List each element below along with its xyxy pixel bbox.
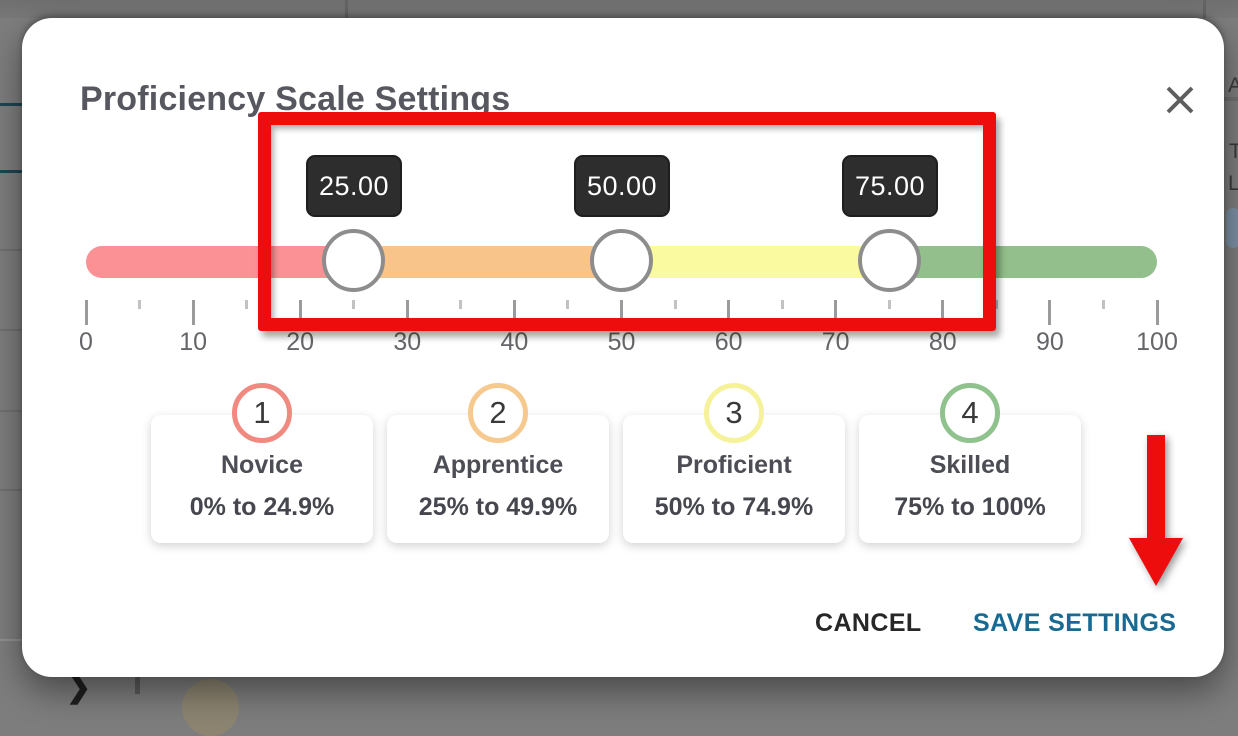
level-range: 50% to 74.9%: [654, 493, 814, 521]
background-row-line: [0, 410, 22, 412]
track-segment-novice: [86, 246, 354, 278]
save-settings-button[interactable]: SAVE SETTINGS: [973, 609, 1177, 637]
background-row-line: [0, 103, 22, 106]
ruler-tick: [138, 300, 142, 309]
background-pill: [1226, 208, 1238, 248]
slider-value-bubble: 50.00: [574, 155, 670, 217]
annotation-highlight-rectangle: [258, 112, 996, 331]
ruler-tick: [673, 300, 677, 309]
slider-value-bubble: 25.00: [306, 155, 402, 217]
close-icon: [1166, 86, 1194, 114]
level-name: Skilled: [929, 451, 1011, 479]
ruler-tick-label: 100: [1136, 328, 1178, 356]
slider-value-bubble: 75.00: [842, 155, 938, 217]
slider-track[interactable]: [86, 246, 1157, 278]
track-segment-apprentice: [353, 246, 622, 278]
ruler-tick: [1048, 300, 1052, 325]
ruler-tick: [84, 300, 88, 325]
background-row-line: [0, 329, 22, 331]
level-badge: 1: [232, 383, 292, 443]
annotation-arrow-down-icon: [1128, 435, 1184, 586]
background-row-line: [0, 489, 22, 491]
ruler-tick-label: 40: [500, 328, 529, 356]
ruler-tick: [834, 300, 838, 325]
level-card-apprentice: 2 Apprentice 25% to 49.9%: [387, 383, 609, 543]
ruler-tick: [405, 300, 409, 325]
arrow-shaft: [1147, 435, 1165, 539]
ruler-tick: [459, 300, 463, 309]
ruler-tick: [352, 300, 356, 309]
slider-handle-75[interactable]: [858, 229, 921, 292]
arrow-head: [1129, 538, 1183, 586]
background-column-divider: [1203, 0, 1206, 18]
proficiency-scale-dialog: Proficiency Scale Settings: [22, 18, 1224, 677]
ruler-tick: [780, 300, 784, 309]
level-name: Apprentice: [432, 451, 564, 479]
ruler-tick-label: 50: [607, 328, 636, 356]
ruler-tick: [727, 300, 731, 325]
track-segment-proficient: [621, 246, 890, 278]
ruler-tick: [994, 300, 998, 309]
level-badge: 2: [468, 383, 528, 443]
level-name: Novice: [221, 451, 303, 479]
ruler-tick-label: 10: [179, 328, 207, 356]
ruler-tick-label: 80: [928, 328, 957, 356]
track-segment-skilled: [889, 246, 1157, 278]
background-row-line: [0, 170, 22, 173]
ruler-tick-label: 70: [821, 328, 850, 356]
ruler-tick-label: 20: [286, 328, 315, 356]
cancel-button[interactable]: CANCEL: [815, 609, 922, 637]
background-avatar: [182, 679, 239, 736]
close-button[interactable]: [1158, 78, 1202, 122]
background-column-divider: [135, 677, 140, 694]
slider-handle-50[interactable]: [590, 229, 653, 292]
ruler-tick: [512, 300, 516, 325]
ruler-tick-label: 30: [393, 328, 422, 356]
level-range: 75% to 100%: [894, 493, 1046, 521]
background-edge-text: T: [1229, 140, 1238, 163]
dialog-title: Proficiency Scale Settings: [80, 80, 511, 118]
slider-handle-25[interactable]: [322, 229, 385, 292]
ruler-tick-label: 60: [714, 328, 743, 356]
ruler-tick-label: 0: [79, 328, 93, 356]
ruler-tick: [1101, 300, 1105, 309]
background-edge-text: A: [1228, 74, 1238, 97]
level-badge: 4: [940, 383, 1000, 443]
background-column-divider: [345, 0, 348, 18]
ruler-tick: [941, 300, 945, 325]
ruler-tick: [620, 300, 623, 325]
level-card-proficient: 3 Proficient 50% to 74.9%: [623, 383, 845, 543]
ruler-tick: [887, 300, 891, 309]
level-range: 25% to 49.9%: [418, 493, 578, 521]
level-badge: 3: [704, 383, 764, 443]
background-row-line: [0, 249, 22, 251]
background-row-line: [0, 639, 22, 641]
level-card-skilled: 4 Skilled 75% to 100%: [859, 383, 1081, 543]
level-range: 0% to 24.9%: [189, 493, 335, 521]
ruler-tick: [245, 300, 249, 309]
ruler-tick: [298, 300, 302, 325]
background-edge-text: L: [1228, 172, 1238, 195]
ruler-tick: [1155, 300, 1159, 325]
level-card-novice: 1 Novice 0% to 24.9%: [151, 383, 373, 543]
background-top-strip: [0, 0, 1238, 18]
ruler-tick: [566, 300, 570, 309]
level-name: Proficient: [676, 451, 792, 479]
ruler-tick-label: 90: [1035, 328, 1064, 356]
background-divider: [1224, 97, 1238, 101]
ruler-tick: [191, 300, 195, 325]
